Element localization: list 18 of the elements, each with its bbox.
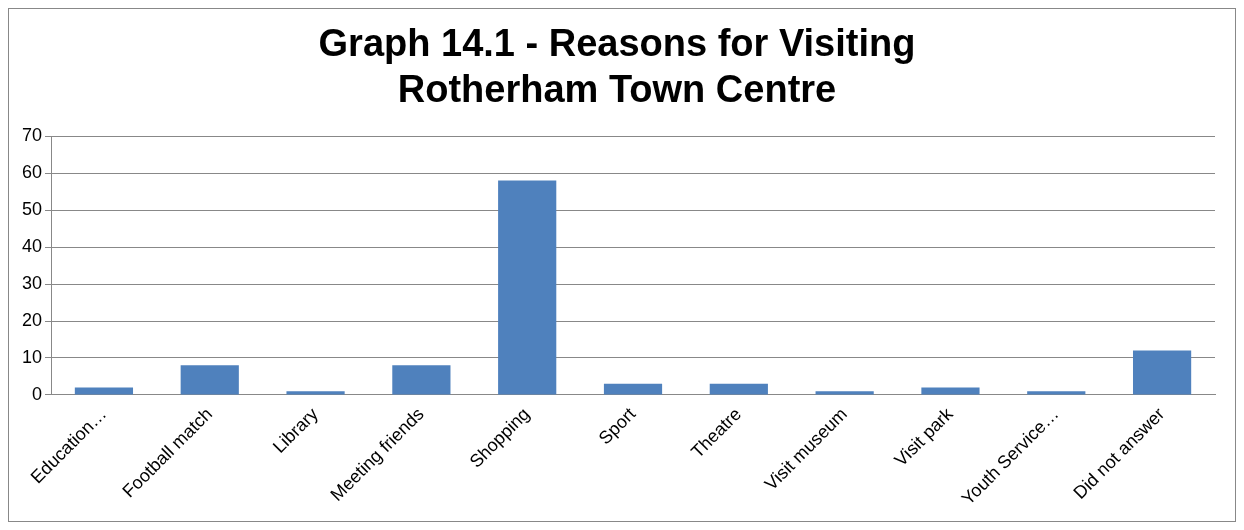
- y-tick-label: 60: [21, 162, 43, 183]
- y-tick-label: 20: [21, 309, 43, 330]
- y-tick-label: 70: [21, 125, 43, 146]
- y-tick-label: 0: [32, 383, 43, 404]
- bar: [1132, 350, 1192, 395]
- bar: [498, 180, 557, 395]
- chart-title: Graph 14.1 - Reasons for Visiting Rotherham Town Centre: [318, 22, 916, 110]
- bar: [603, 383, 663, 395]
- bar: [180, 365, 239, 395]
- y-tick-label: 10: [21, 346, 43, 367]
- y-tick-label: 50: [21, 199, 43, 220]
- bar: [709, 383, 768, 395]
- bar: [1027, 391, 1086, 395]
- bar: [392, 365, 451, 395]
- bar: [286, 391, 345, 395]
- y-tick-label: 40: [21, 236, 43, 257]
- y-tick-label: 30: [21, 273, 43, 294]
- bar: [815, 391, 874, 395]
